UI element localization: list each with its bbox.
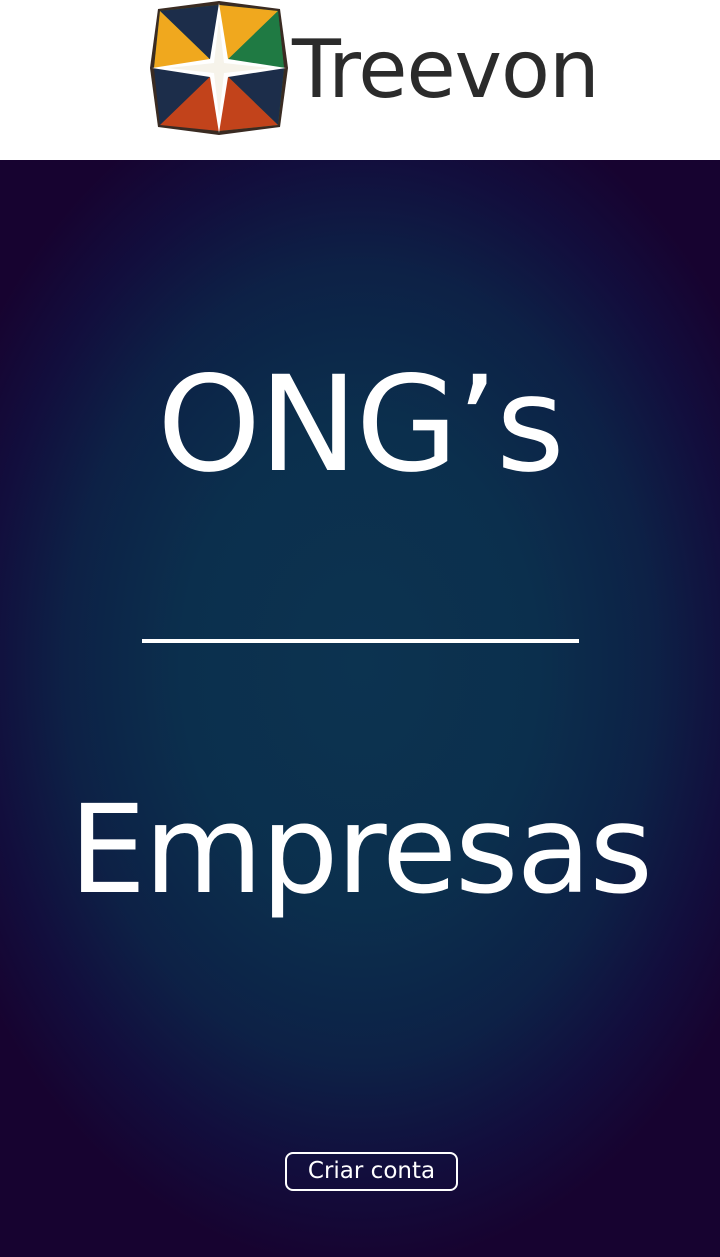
hero-section: ONG’s Empresas Criar conta <box>0 160 720 1257</box>
treevon-logo-icon <box>150 1 288 135</box>
ongs-option[interactable]: ONG’s <box>157 348 565 502</box>
empresas-option[interactable]: Empresas <box>69 779 653 921</box>
brand-name: Treevon <box>292 23 600 116</box>
create-account-button[interactable]: Criar conta <box>285 1152 458 1191</box>
divider <box>142 639 579 643</box>
header: Treevon <box>0 0 720 160</box>
